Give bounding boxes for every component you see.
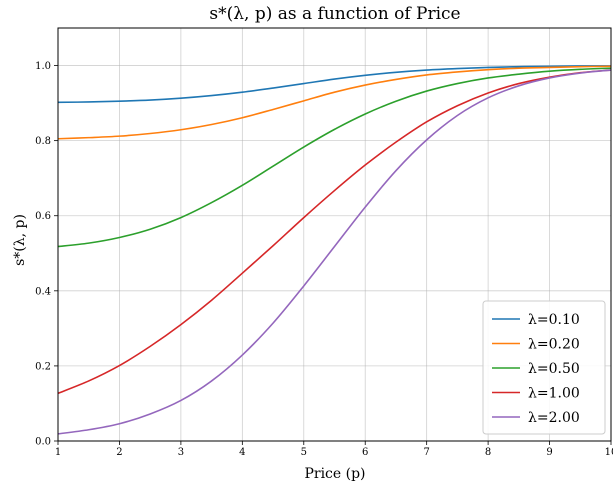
plot-frame — [57, 27, 612, 442]
series-line-2 — [57, 65, 612, 140]
x-tick-label: 2 — [116, 447, 122, 458]
series-line-3 — [57, 67, 612, 248]
legend-label: λ=2.00 — [528, 410, 580, 426]
x-tick-label: 7 — [423, 447, 429, 458]
x-tick-label: 8 — [485, 447, 491, 458]
legend-label: λ=0.50 — [528, 361, 580, 377]
series-line-4 — [57, 69, 612, 395]
y-tick-label: 0.2 — [35, 361, 51, 372]
series-line-1 — [57, 65, 612, 104]
legend-label: λ=0.10 — [528, 312, 580, 328]
x-tick-label: 10 — [605, 447, 613, 458]
x-tick-label: 3 — [178, 447, 184, 458]
y-tick-label: 0.6 — [35, 211, 51, 222]
y-tick-label: 0.4 — [35, 286, 51, 297]
axis-ticks: 1 2 3 4 5 6 7 8 9 10 0.0 0.2 0.4 0.6 0.8 1.0 — [35, 61, 613, 458]
series-line-5 — [57, 69, 612, 435]
x-axis-label: Price (p) — [304, 466, 365, 482]
y-tick-label: 0.8 — [35, 136, 51, 147]
y-tick-label: 1.0 — [35, 61, 51, 72]
x-tick-label: 9 — [546, 447, 552, 458]
legend: λ=0.10 λ=0.20 λ=0.50 λ=1.00 λ=2.00 — [482, 300, 606, 435]
legend-box — [482, 300, 606, 435]
x-tick-label: 1 — [55, 447, 61, 458]
legend-label: λ=1.00 — [528, 386, 580, 402]
y-tick-label: 0.0 — [35, 437, 51, 448]
x-tick-label: 6 — [362, 447, 368, 458]
series-lines — [57, 65, 612, 435]
y-axis-label: s*(λ, p) — [12, 214, 28, 266]
legend-label: λ=0.20 — [528, 337, 580, 353]
x-tick-label: 5 — [301, 447, 307, 458]
x-tick-label: 4 — [239, 447, 245, 458]
chart-title: s*(λ, p) as a function of Price — [209, 4, 460, 24]
